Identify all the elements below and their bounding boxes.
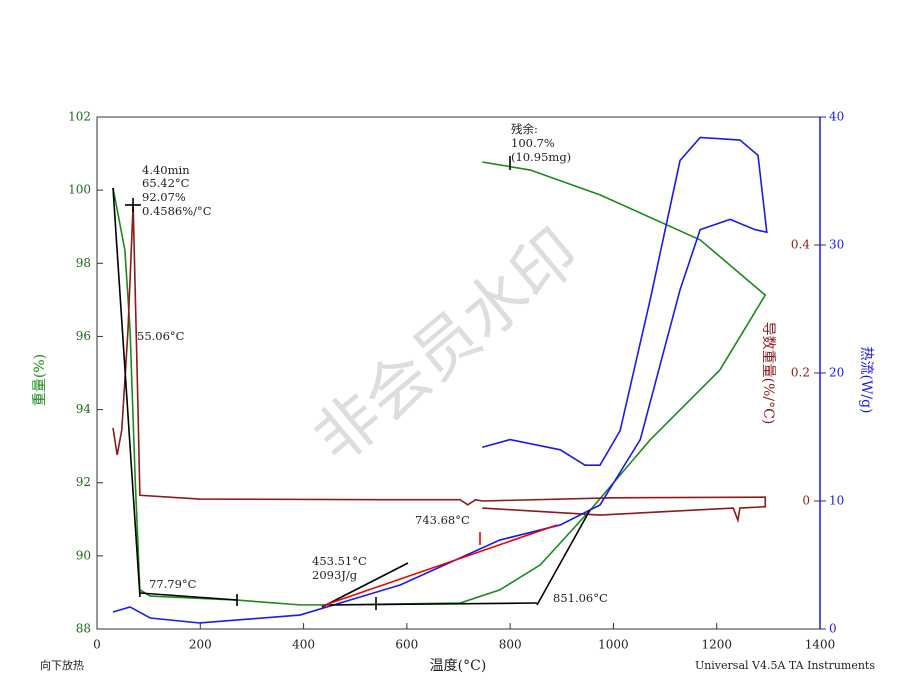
x-tick-label: 800 (499, 638, 522, 652)
annotation: 残余: (511, 122, 538, 136)
annotation: 851.06°C (553, 591, 608, 605)
y2-tick-label: 0 (802, 494, 810, 508)
y-tick-label: 94 (76, 402, 92, 416)
annotation: 4.40min (142, 163, 190, 177)
annotation-lines (112, 156, 591, 610)
note: Universal V4.5A TA Instruments (695, 659, 875, 672)
y3-tick-label: 30 (829, 238, 844, 252)
y3-tick-label: 20 (829, 366, 844, 380)
y-tick-label: 96 (76, 329, 91, 343)
tangent (139, 592, 238, 601)
data-line (112, 136, 768, 624)
x-tick-label: 200 (189, 638, 212, 652)
y-tick-label: 88 (76, 622, 91, 636)
annotation: 0.4586%/°C (142, 204, 212, 218)
x-tick-label: 1000 (598, 638, 629, 652)
annotation: 2093J/g (312, 568, 358, 582)
annotation: 453.51°C (312, 554, 367, 568)
watermark: 非会员水印 (301, 215, 594, 477)
note: 向下放热 (40, 658, 84, 672)
annotation: 743.68°C (415, 513, 470, 527)
tangent (321, 562, 409, 608)
x-tick-label: 1400 (805, 638, 836, 652)
x-axis-label: 温度(°C) (430, 658, 487, 674)
y-tick-label: 100 (68, 183, 91, 197)
tangent (329, 602, 538, 606)
y3-tick-label: 0 (829, 622, 837, 636)
data-line (112, 161, 767, 606)
annotation: 92.07% (142, 190, 186, 204)
y2-tick-label: 0.2 (791, 366, 810, 380)
integration-line (321, 524, 558, 607)
y2-axis-label: 导数重量(%/°C) (760, 322, 776, 425)
annotation: 100.7% (511, 136, 555, 150)
tangent (112, 187, 141, 598)
annotation: (10.95mg) (511, 150, 571, 164)
tangent (536, 509, 591, 606)
y3-tick-label: 10 (829, 494, 844, 508)
annotation: 65.42°C (142, 176, 190, 190)
y-tick-label: 98 (76, 256, 91, 270)
y-tick-label: 90 (76, 548, 91, 562)
x-tick-label: 600 (395, 638, 418, 652)
data-line (112, 204, 767, 524)
y-tick-label: 92 (76, 475, 91, 489)
x-tick-label: 1200 (701, 638, 732, 652)
annotation: 77.79°C (149, 577, 197, 591)
y3-tick-label: 40 (829, 110, 844, 124)
x-tick-label: 400 (292, 638, 315, 652)
x-tick-label: 0 (93, 638, 101, 652)
annotation: 55.06°C (137, 329, 185, 343)
y3-axis-label: 热流(W/g) (858, 347, 874, 414)
y2-tick-label: 0.4 (791, 238, 810, 252)
y-tick-label: 102 (68, 110, 91, 124)
y-axis-label: 重量(%) (32, 354, 48, 406)
